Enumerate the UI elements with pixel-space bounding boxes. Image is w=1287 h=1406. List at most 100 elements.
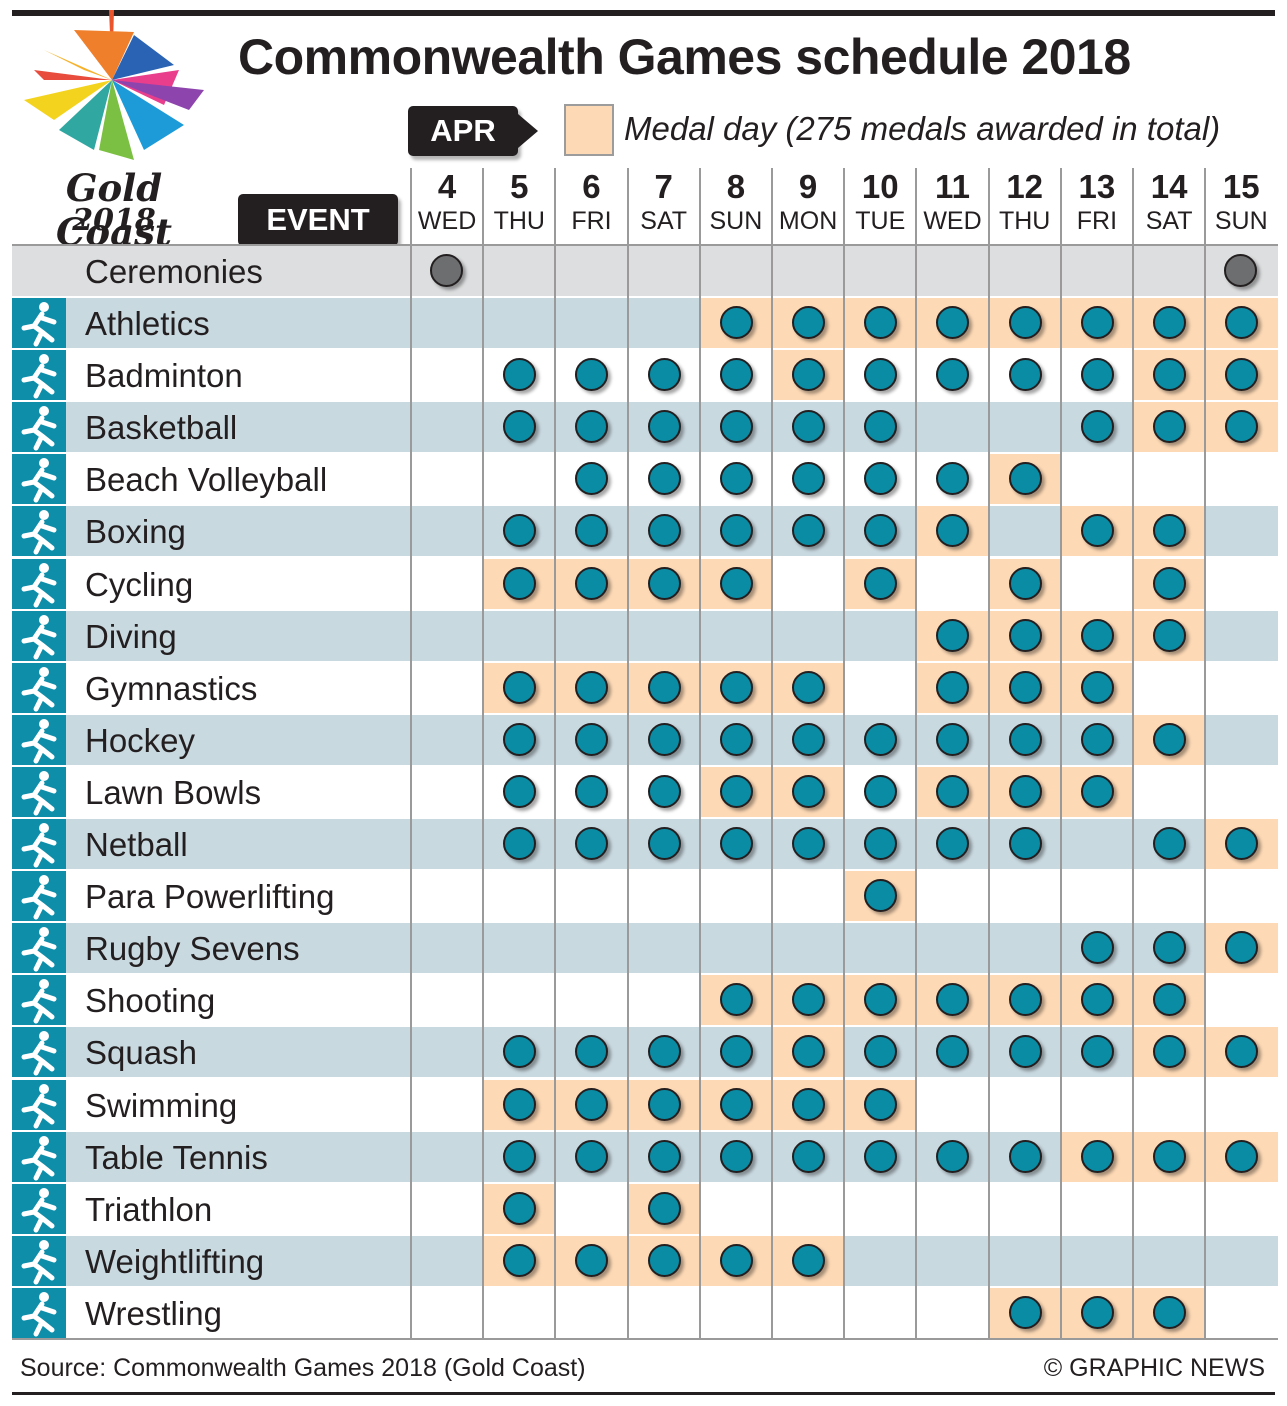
event-marker xyxy=(575,410,609,444)
day-header-11: 11 WED xyxy=(916,168,988,244)
event-marker xyxy=(1225,306,1259,339)
event-label: Gymnastics xyxy=(85,669,258,707)
event-day-cell xyxy=(629,1027,701,1077)
event-day-cell xyxy=(484,506,556,556)
day-weekday: FRI xyxy=(1076,207,1118,235)
event-day-cell xyxy=(773,1027,845,1078)
event-row-swimming: Swimming xyxy=(12,1079,1278,1130)
event-label: Rugby Sevens xyxy=(85,930,300,968)
event-label: Badminton xyxy=(85,357,243,395)
event-day-cell xyxy=(700,662,773,713)
event-marker xyxy=(1008,774,1042,808)
event-marker xyxy=(575,670,609,704)
event-day-cell xyxy=(701,1132,773,1182)
event-marker xyxy=(936,1139,970,1173)
event-label: Shooting xyxy=(85,982,216,1020)
event-day-cell xyxy=(629,506,701,556)
event-day-cell xyxy=(989,454,1062,505)
event-day-cell xyxy=(990,819,1062,869)
event-day-cell xyxy=(917,662,990,713)
para-powerlifting-icon xyxy=(12,871,66,922)
event-day-cell xyxy=(1134,923,1206,973)
event-day-cell xyxy=(556,819,628,869)
event-row-netball: Netball xyxy=(12,819,1278,869)
event-marker xyxy=(647,566,681,600)
squash-icon xyxy=(12,1027,66,1078)
event-day-cell xyxy=(628,1183,701,1234)
legend-label: Medal day (275 medals awarded in total) xyxy=(624,110,1221,147)
event-row-lawn-bowls: Lawn Bowls xyxy=(12,766,1278,817)
event-day-cell xyxy=(845,767,917,817)
event-marker xyxy=(936,462,970,496)
event-marker xyxy=(1008,566,1042,600)
event-marker xyxy=(503,670,537,704)
event-marker xyxy=(1153,827,1186,860)
day-number: 4 xyxy=(437,168,457,205)
event-row-gymnastics: Gymnastics xyxy=(12,662,1278,713)
event-marker xyxy=(792,462,825,496)
event-marker xyxy=(1153,931,1186,965)
event-marker xyxy=(719,774,753,808)
event-day-cell xyxy=(1134,1287,1206,1338)
event-day-cell xyxy=(484,1183,557,1234)
day-header-9: 9 MON xyxy=(772,168,844,244)
event-marker xyxy=(719,306,753,339)
event-day-cell xyxy=(484,662,557,713)
day-weekday: THU xyxy=(998,207,1051,235)
event-marker xyxy=(792,410,825,444)
event-day-cell xyxy=(701,715,773,765)
event-marker xyxy=(792,358,825,392)
event-day-cell xyxy=(556,662,629,713)
event-marker xyxy=(503,1191,537,1225)
event-day-cell xyxy=(629,350,701,400)
event-day-cell xyxy=(556,1027,628,1077)
event-marker xyxy=(1153,1139,1186,1173)
day-number: 12 xyxy=(1006,168,1044,205)
event-marker xyxy=(719,1087,753,1121)
event-marker xyxy=(936,1035,970,1069)
event-day-cell xyxy=(1134,506,1206,557)
column-divider xyxy=(410,168,412,1338)
event-marker xyxy=(719,1139,753,1173)
event-day-cell xyxy=(629,767,701,817)
event-marker xyxy=(719,514,753,548)
event-row-triathlon: Triathlon xyxy=(12,1183,1278,1234)
event-label: Basketball xyxy=(85,409,238,447)
event-marker xyxy=(647,1191,681,1225)
event-day-cell xyxy=(629,402,701,452)
event-day-cell xyxy=(700,1079,773,1130)
event-label: Beach Volleyball xyxy=(85,461,328,499)
event-marker xyxy=(864,983,898,1017)
day-number: 9 xyxy=(798,168,818,205)
event-marker xyxy=(503,358,537,392)
event-marker xyxy=(864,827,898,860)
event-day-cell xyxy=(484,767,556,817)
event-marker xyxy=(864,410,898,444)
event-day-cell xyxy=(1062,350,1134,400)
ceremonies-row: Ceremonies xyxy=(12,246,1278,296)
event-marker xyxy=(647,774,681,808)
event-day-cell xyxy=(1134,1131,1206,1182)
event-marker xyxy=(792,774,825,808)
event-day-cell xyxy=(484,1027,556,1077)
column-divider xyxy=(987,168,990,1338)
day-number: 11 xyxy=(935,168,970,205)
event-day-cell xyxy=(701,506,773,556)
event-marker xyxy=(647,1087,681,1121)
event-marker xyxy=(575,827,609,860)
event-marker xyxy=(503,774,537,808)
event-day-cell xyxy=(990,350,1062,400)
event-marker xyxy=(936,358,970,392)
day-weekday: FRI xyxy=(571,207,612,235)
event-marker xyxy=(503,1035,537,1069)
column-divider xyxy=(915,168,918,1338)
swimming-icon xyxy=(12,1079,66,1130)
event-marker xyxy=(575,1243,609,1277)
event-marker xyxy=(575,514,609,548)
event-marker xyxy=(864,462,898,496)
event-marker xyxy=(936,827,970,860)
column-divider xyxy=(843,168,846,1338)
event-marker xyxy=(647,1035,681,1069)
event-day-cell xyxy=(845,298,918,348)
event-day-cell xyxy=(1134,298,1206,348)
